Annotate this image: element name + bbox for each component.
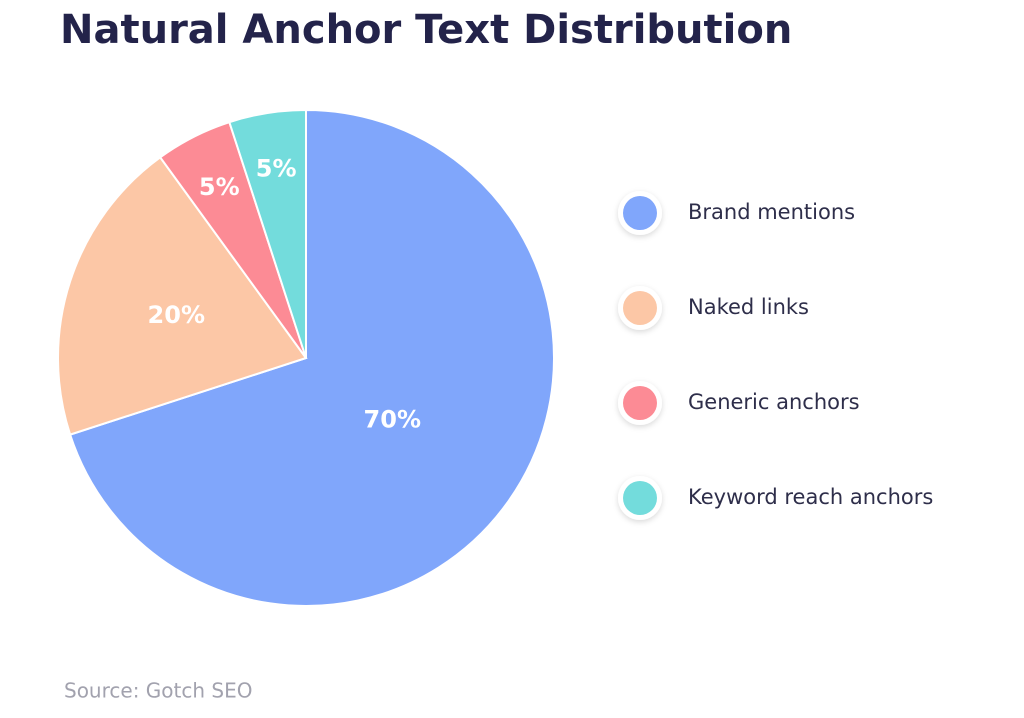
slice-label: 5% xyxy=(256,154,297,182)
legend: Brand mentions Naked links Generic anchors… xyxy=(618,191,933,520)
legend-swatch xyxy=(623,196,657,230)
pie-slice xyxy=(68,108,555,607)
pie-slice xyxy=(228,108,307,359)
legend-label: Brand mentions xyxy=(688,200,855,224)
legend-label: Naked links xyxy=(688,295,809,319)
legend-label: Generic anchors xyxy=(688,390,860,414)
legend-swatch xyxy=(623,481,657,515)
slice-label: 20% xyxy=(148,301,205,329)
chart-title: Natural Anchor Text Distribution xyxy=(60,7,792,53)
pie-slice xyxy=(57,155,308,436)
source: Source: Gotch SEO xyxy=(64,679,252,703)
legend-swatch xyxy=(623,386,657,420)
legend-label: Keyword reach anchors xyxy=(688,485,933,509)
pie: 70% 20% 5% 5% xyxy=(57,108,555,607)
slice-label: 5% xyxy=(199,173,240,201)
legend-swatch xyxy=(623,291,657,325)
slice-label: 70% xyxy=(364,406,421,434)
